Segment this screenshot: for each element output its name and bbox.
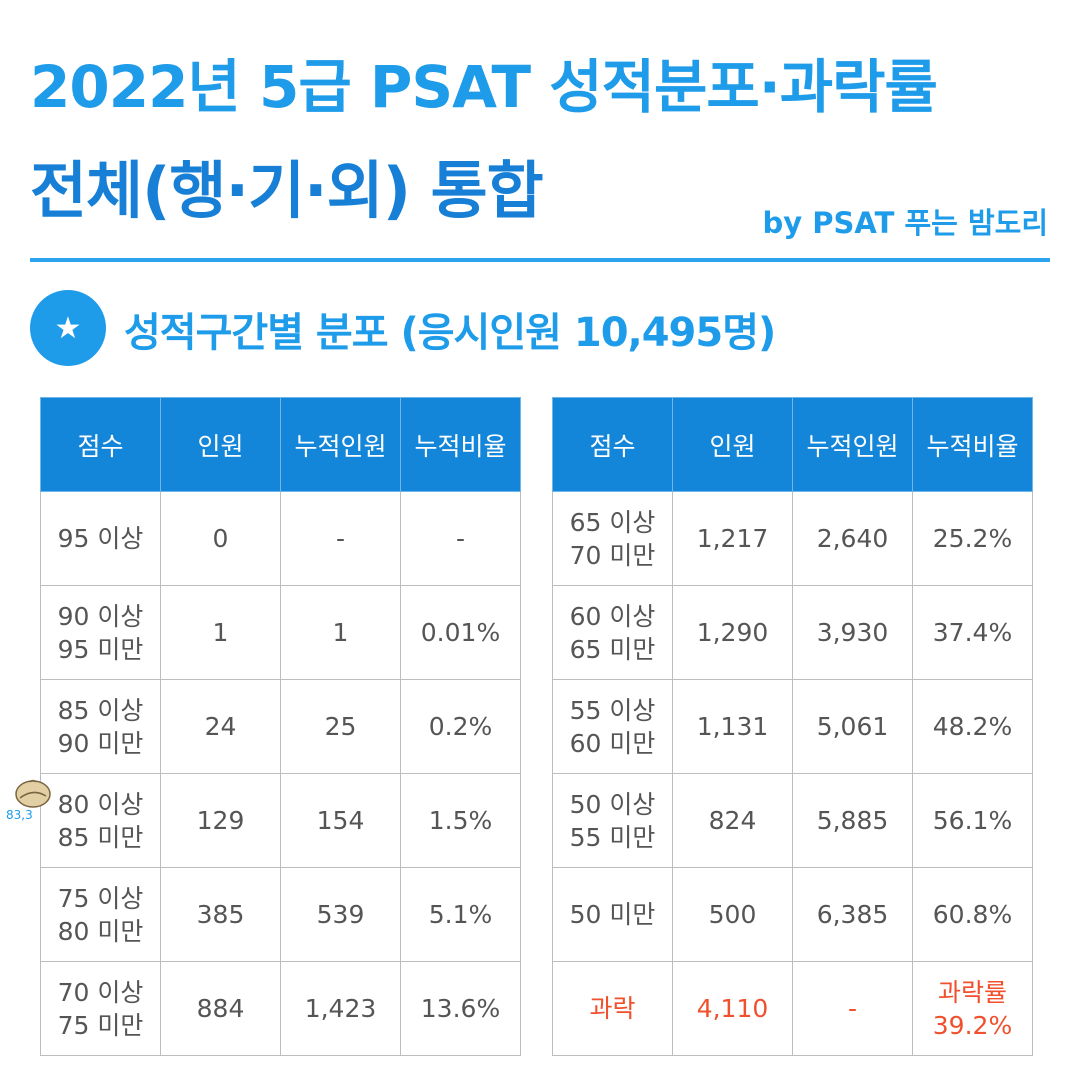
section-title: 성적구간별 분포 (응시인원 10,495명) (124, 310, 776, 356)
fail-rate-cell: 과락률 39.2% (912, 961, 1033, 1056)
ratio-cell: 48.2% (912, 679, 1033, 774)
cumulative-cell: 5,061 (792, 679, 913, 774)
score-cell: 80 이상 85 미만 (40, 773, 161, 868)
table-header-row: 점수 인원 누적인원 누적비율 (40, 397, 521, 492)
table-row: 70 이상 75 미만 884 1,423 13.6% (40, 961, 521, 1056)
table-row: 55 이상 60 미만 1,131 5,061 48.2% (552, 679, 1033, 774)
score-cell: 70 이상 75 미만 (40, 961, 161, 1056)
cumulative-cell: 539 (280, 867, 401, 962)
count-cell: 1,290 (672, 585, 793, 680)
star-icon: ★ (30, 290, 106, 366)
score-cell: 75 이상 80 미만 (40, 867, 161, 962)
count-cell: 500 (672, 867, 793, 962)
table-header-row: 점수 인원 누적인원 누적비율 (552, 397, 1033, 492)
col-count: 인원 (672, 397, 793, 492)
table-row: 95 이상 0 - - (40, 491, 521, 586)
table-row: 60 이상 65 미만 1,290 3,930 37.4% (552, 585, 1033, 680)
score-cell: 60 이상 65 미만 (552, 585, 673, 680)
fail-row: 과락 4,110 - 과락률 39.2% (552, 961, 1033, 1056)
score-cell: 95 이상 (40, 491, 161, 586)
cumulative-cell: 154 (280, 773, 401, 868)
cumulative-cell: 25 (280, 679, 401, 774)
table-row: 90 이상 95 미만 1 1 0.01% (40, 585, 521, 680)
cumulative-cell: - (280, 491, 401, 586)
ratio-cell: 13.6% (400, 961, 521, 1056)
col-ratio: 누적비율 (400, 397, 521, 492)
table-row: 50 미만 500 6,385 60.8% (552, 867, 1033, 962)
score-cell: 85 이상 90 미만 (40, 679, 161, 774)
ratio-cell: 25.2% (912, 491, 1033, 586)
col-cumulative: 누적인원 (280, 397, 401, 492)
sticker-label: 83,3 (6, 808, 33, 822)
table-row: 50 이상 55 미만 824 5,885 56.1% (552, 773, 1033, 868)
ratio-cell: - (400, 491, 521, 586)
ratio-cell: 56.1% (912, 773, 1033, 868)
count-cell: 385 (160, 867, 281, 962)
fail-label-cell: 과락 (552, 961, 673, 1056)
score-table-right: 점수 인원 누적인원 누적비율 65 이상 70 미만 1,217 2,640 2… (552, 397, 1033, 1056)
header-divider (30, 258, 1050, 262)
ratio-cell: 5.1% (400, 867, 521, 962)
table-row: 75 이상 80 미만 385 539 5.1% (40, 867, 521, 962)
table-row: 65 이상 70 미만 1,217 2,640 25.2% (552, 491, 1033, 586)
count-cell: 1,131 (672, 679, 793, 774)
count-cell: 1 (160, 585, 281, 680)
score-cell: 55 이상 60 미만 (552, 679, 673, 774)
fail-count-cell: 4,110 (672, 961, 793, 1056)
chestnut-icon (15, 779, 51, 808)
table-row: 80 이상 85 미만 129 154 1.5% (40, 773, 521, 868)
title-line-1: 2022년 5급 PSAT 성적분포·과락률 (30, 53, 938, 121)
ratio-cell: 37.4% (912, 585, 1033, 680)
col-count: 인원 (160, 397, 281, 492)
score-cell: 65 이상 70 미만 (552, 491, 673, 586)
byline: by PSAT 푸는 밤도리 (762, 206, 1048, 240)
ratio-cell: 60.8% (912, 867, 1033, 962)
col-score: 점수 (40, 397, 161, 492)
cumulative-cell: 3,930 (792, 585, 913, 680)
fail-cumulative-cell: - (792, 961, 913, 1056)
score-cell: 90 이상 95 미만 (40, 585, 161, 680)
count-cell: 129 (160, 773, 281, 868)
cumulative-cell: 1 (280, 585, 401, 680)
count-cell: 884 (160, 961, 281, 1056)
score-cell: 50 이상 55 미만 (552, 773, 673, 868)
count-cell: 1,217 (672, 491, 793, 586)
col-ratio: 누적비율 (912, 397, 1033, 492)
cumulative-cell: 1,423 (280, 961, 401, 1056)
table-row: 85 이상 90 미만 24 25 0.2% (40, 679, 521, 774)
cumulative-cell: 2,640 (792, 491, 913, 586)
ratio-cell: 0.01% (400, 585, 521, 680)
cumulative-cell: 5,885 (792, 773, 913, 868)
cumulative-cell: 6,385 (792, 867, 913, 962)
ratio-cell: 1.5% (400, 773, 521, 868)
col-cumulative: 누적인원 (792, 397, 913, 492)
ratio-cell: 0.2% (400, 679, 521, 774)
title-line-2: 전체(행·기·외) 통합 (30, 154, 544, 227)
count-cell: 824 (672, 773, 793, 868)
count-cell: 0 (160, 491, 281, 586)
score-table-left: 점수 인원 누적인원 누적비율 95 이상 0 - - 90 이상 95 미만 1… (40, 397, 521, 1056)
count-cell: 24 (160, 679, 281, 774)
col-score: 점수 (552, 397, 673, 492)
score-cell: 50 미만 (552, 867, 673, 962)
